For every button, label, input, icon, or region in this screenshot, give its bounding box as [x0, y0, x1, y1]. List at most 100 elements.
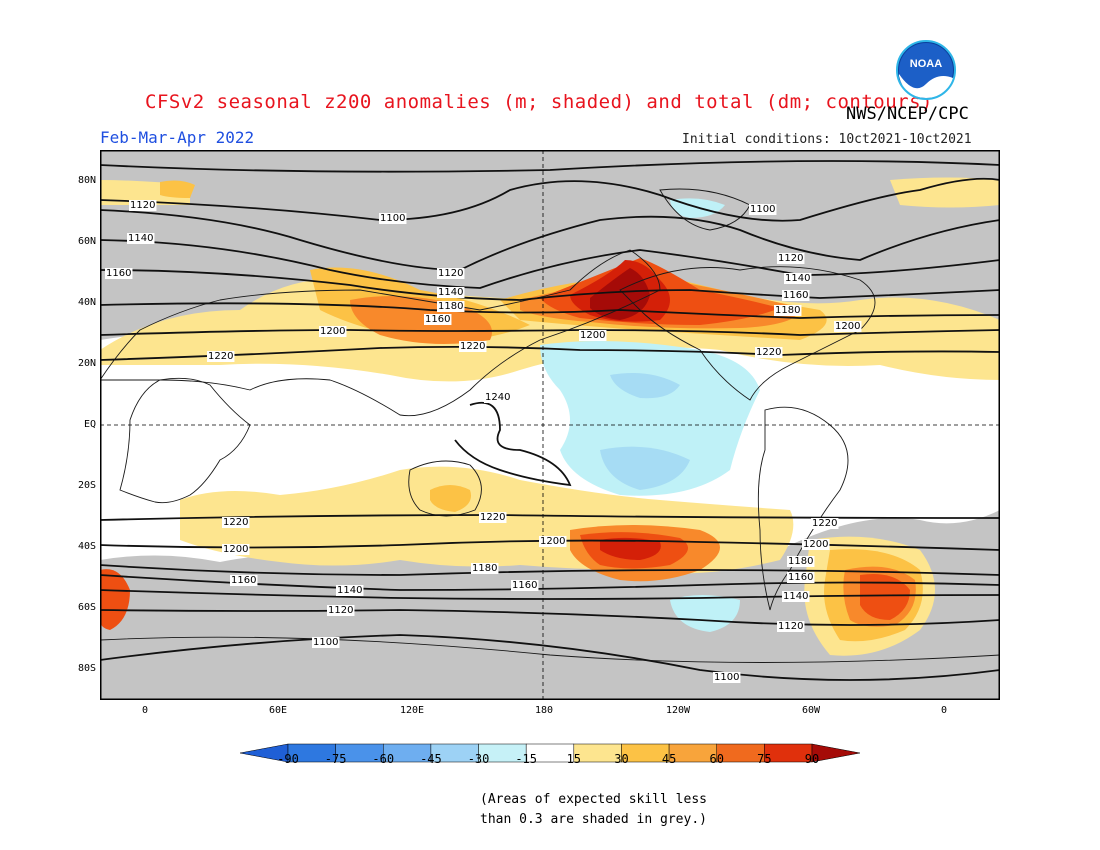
contour-label: 1140 [337, 585, 362, 596]
contour-label: 1220 [460, 341, 485, 352]
lat-label: 80N [77, 175, 96, 186]
contour-label: 1140 [785, 273, 810, 284]
anomaly-patch-south-5 [860, 574, 910, 620]
colorbar-label: 15 [566, 752, 582, 766]
colorbar-label: -90 [277, 752, 299, 766]
contour-label: 1100 [750, 204, 775, 215]
contour-label: 1180 [472, 563, 497, 574]
lat-label: 40N [77, 297, 96, 308]
contour-label: 1160 [425, 314, 450, 325]
anomaly-patch-southpac-3 [600, 537, 661, 560]
contour-label-bg [777, 621, 805, 632]
contour-label-bg [129, 200, 157, 211]
contour-label-bg [802, 539, 830, 550]
colorbar-label: -15 [515, 752, 538, 766]
anomaly-patch-south-1 [430, 485, 471, 512]
contour-label: 1220 [223, 517, 248, 528]
contour-label: 1120 [328, 605, 353, 616]
initial-conditions: Initial conditions: 10ct2021-10ct2021 [682, 132, 972, 147]
colorbar-label: -60 [372, 752, 395, 766]
contour-label-bg [484, 392, 512, 403]
contour-label-bg [437, 301, 465, 312]
contour-label-bg [811, 518, 839, 529]
contour-1120-north [100, 209, 1000, 271]
lon-label: 0 [940, 705, 948, 716]
contour-label: 1100 [380, 213, 405, 224]
contour-label-bg [379, 213, 407, 224]
neg-anomaly-tropical-pacific [540, 341, 760, 496]
contour-label-bg [105, 268, 133, 279]
lon-label: 0 [141, 705, 149, 716]
contour-label: 1200 [803, 539, 828, 550]
lat-label: 20S [77, 480, 96, 491]
contour-label-bg [749, 204, 777, 215]
lat-label: EQ [83, 419, 96, 430]
contour-label: 1160 [231, 575, 256, 586]
contour-label-bg [713, 672, 741, 683]
contour-label-bg [471, 563, 499, 574]
noaa-logo-text: NOAA [910, 58, 942, 70]
contour-label-bg [327, 605, 355, 616]
lon-label: 60E [268, 705, 288, 716]
contour-label: 1220 [756, 347, 781, 358]
contour-label-bg [312, 637, 340, 648]
contour-label-bg [539, 536, 567, 547]
contour-label: 1220 [208, 351, 233, 362]
contour-label: 1100 [714, 672, 739, 683]
colorbar-label: 60 [709, 752, 724, 766]
contour-label-bg [782, 591, 810, 602]
contour-label: 1120 [778, 253, 803, 264]
contour-label-bg [319, 326, 347, 337]
contour-label: 1200 [580, 330, 605, 341]
colorbar-label: 75 [757, 752, 772, 766]
chart-title: CFSv2 seasonal z200 anomalies (m; shaded… [145, 91, 933, 113]
colorbar-label: -75 [324, 752, 347, 766]
contour-label-bg [459, 341, 487, 352]
anomaly-patch-arctic-3 [160, 180, 195, 198]
contour-label: 1200 [835, 321, 860, 332]
contour-label: 1180 [438, 301, 463, 312]
antarctica-outline [100, 636, 1000, 663]
contour-label-bg [774, 305, 802, 316]
skill-footnote-line1: (Areas of expected skill less [480, 792, 707, 807]
contour-label-bg [222, 517, 250, 528]
contour-label-bg [511, 580, 539, 591]
contour-label: 1120 [438, 268, 463, 279]
contour-label-bg [336, 585, 364, 596]
contour-label: 1180 [775, 305, 800, 316]
contour-label: 1100 [313, 637, 338, 648]
contour-1140-north [100, 239, 1000, 289]
contour-label: 1140 [128, 233, 153, 244]
contour-label: 1120 [130, 200, 155, 211]
contour-label-bg [127, 233, 155, 244]
contour-1100-south [100, 634, 1000, 681]
contour-1180-north [100, 302, 1000, 319]
contour-label: 1200 [320, 326, 345, 337]
colorbar [240, 743, 860, 763]
lon-label: 120E [399, 705, 425, 716]
colorbar-label: 90 [804, 752, 820, 766]
forecast-period: Feb-Mar-Apr 2022 [100, 128, 255, 147]
contour-label: 1200 [223, 544, 248, 555]
contour-1100-north [100, 177, 1000, 222]
eurasia-outline [100, 249, 661, 417]
neg-anomaly-pacific-2 [600, 446, 690, 490]
contour-label-bg [437, 268, 465, 279]
contour-label-bg [787, 572, 815, 583]
contour-label: 1160 [788, 572, 813, 583]
contour-label: 1160 [783, 290, 808, 301]
anomaly-patch-arctic-2 [890, 177, 1000, 208]
lon-label: 180 [534, 705, 554, 716]
colorbar-label: -30 [467, 752, 490, 766]
contour-label-bg [222, 544, 250, 555]
contour-label-layer: 1120 1100 1100 1140 1160 1120 1140 1180 … [105, 200, 862, 683]
contour-label: 1220 [480, 512, 505, 523]
contour-label-bg [777, 253, 805, 264]
contour-label: 1140 [783, 591, 808, 602]
contour-1140-south [100, 589, 1000, 600]
colorbar-arrow-right [811, 743, 860, 763]
contour-label-bg [787, 556, 815, 567]
australia-outline [408, 460, 482, 517]
anomaly-patch-pacific-n5 [590, 268, 650, 320]
contour-label: 1160 [106, 268, 131, 279]
